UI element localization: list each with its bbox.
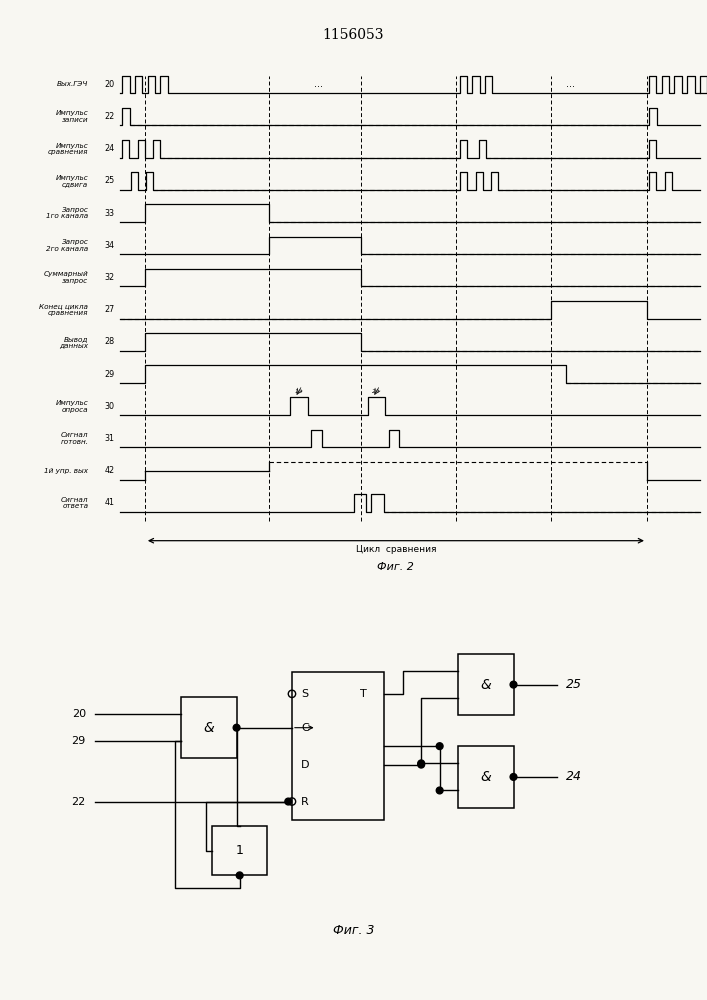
- Text: 33: 33: [105, 209, 115, 218]
- Text: Импульс
опроса: Импульс опроса: [56, 400, 88, 413]
- Text: 22: 22: [71, 797, 86, 807]
- Text: Запрос
1го канала: Запрос 1го канала: [46, 207, 88, 219]
- Circle shape: [436, 743, 443, 750]
- Text: Сигнал
готовн.: Сигнал готовн.: [60, 432, 88, 445]
- Text: 22: 22: [105, 112, 115, 121]
- Text: 28: 28: [105, 337, 115, 346]
- Bar: [181, 697, 237, 758]
- Text: 29: 29: [71, 736, 86, 746]
- Text: 1й упр. вых: 1й упр. вых: [45, 468, 88, 474]
- Circle shape: [233, 724, 240, 731]
- Circle shape: [285, 798, 292, 805]
- Text: 29: 29: [105, 370, 115, 379]
- Bar: [292, 672, 385, 820]
- Circle shape: [436, 787, 443, 794]
- Text: 20: 20: [105, 80, 115, 89]
- Text: 41: 41: [105, 498, 115, 507]
- Text: Сигнал
ответа: Сигнал ответа: [61, 497, 88, 509]
- Text: Запрос
2го канала: Запрос 2го канала: [46, 239, 88, 252]
- Text: &: &: [480, 770, 491, 784]
- Bar: [212, 826, 267, 875]
- Text: S: S: [301, 689, 308, 699]
- Text: Импульс
записи: Импульс записи: [56, 110, 88, 123]
- Text: R: R: [301, 797, 309, 807]
- Circle shape: [510, 774, 517, 780]
- Text: 25: 25: [105, 176, 115, 185]
- Text: 27: 27: [105, 305, 115, 314]
- Text: 20: 20: [71, 709, 86, 719]
- Text: ...: ...: [314, 79, 322, 89]
- Circle shape: [418, 761, 425, 768]
- Text: D: D: [301, 760, 310, 770]
- Text: 1: 1: [235, 844, 244, 857]
- Text: 31: 31: [105, 434, 115, 443]
- Text: 24: 24: [105, 144, 115, 153]
- Text: &: &: [204, 721, 214, 735]
- Text: ...: ...: [566, 79, 575, 89]
- Text: Вых.ГЭЧ: Вых.ГЭЧ: [57, 81, 88, 87]
- Text: Конец цикла
сравнения: Конец цикла сравнения: [40, 303, 88, 316]
- Text: 34: 34: [105, 241, 115, 250]
- Text: C: C: [301, 723, 309, 733]
- Text: Импульс
сдвига: Импульс сдвига: [56, 175, 88, 187]
- Circle shape: [510, 681, 517, 688]
- Text: 1й: 1й: [295, 389, 303, 394]
- Text: 1156053: 1156053: [323, 28, 384, 42]
- Text: 2й: 2й: [373, 389, 380, 394]
- Bar: [458, 654, 513, 715]
- Text: 32: 32: [105, 273, 115, 282]
- Circle shape: [236, 872, 243, 879]
- Text: Фиг. 2: Фиг. 2: [378, 562, 414, 572]
- Text: Суммарный
запрос: Суммарный запрос: [44, 271, 88, 284]
- Bar: [458, 746, 513, 808]
- Text: &: &: [480, 678, 491, 692]
- Text: Цикл  сравнения: Цикл сравнения: [356, 545, 436, 554]
- Text: 24: 24: [566, 770, 582, 783]
- Text: 25: 25: [566, 678, 582, 691]
- Text: Фиг. 3: Фиг. 3: [333, 924, 374, 937]
- Text: 30: 30: [105, 402, 115, 411]
- Text: 42: 42: [105, 466, 115, 475]
- Text: Импульс
сравнения: Импульс сравнения: [48, 143, 88, 155]
- Text: T: T: [360, 689, 366, 699]
- Text: Вывод
данных: Вывод данных: [59, 336, 88, 348]
- Circle shape: [418, 760, 425, 767]
